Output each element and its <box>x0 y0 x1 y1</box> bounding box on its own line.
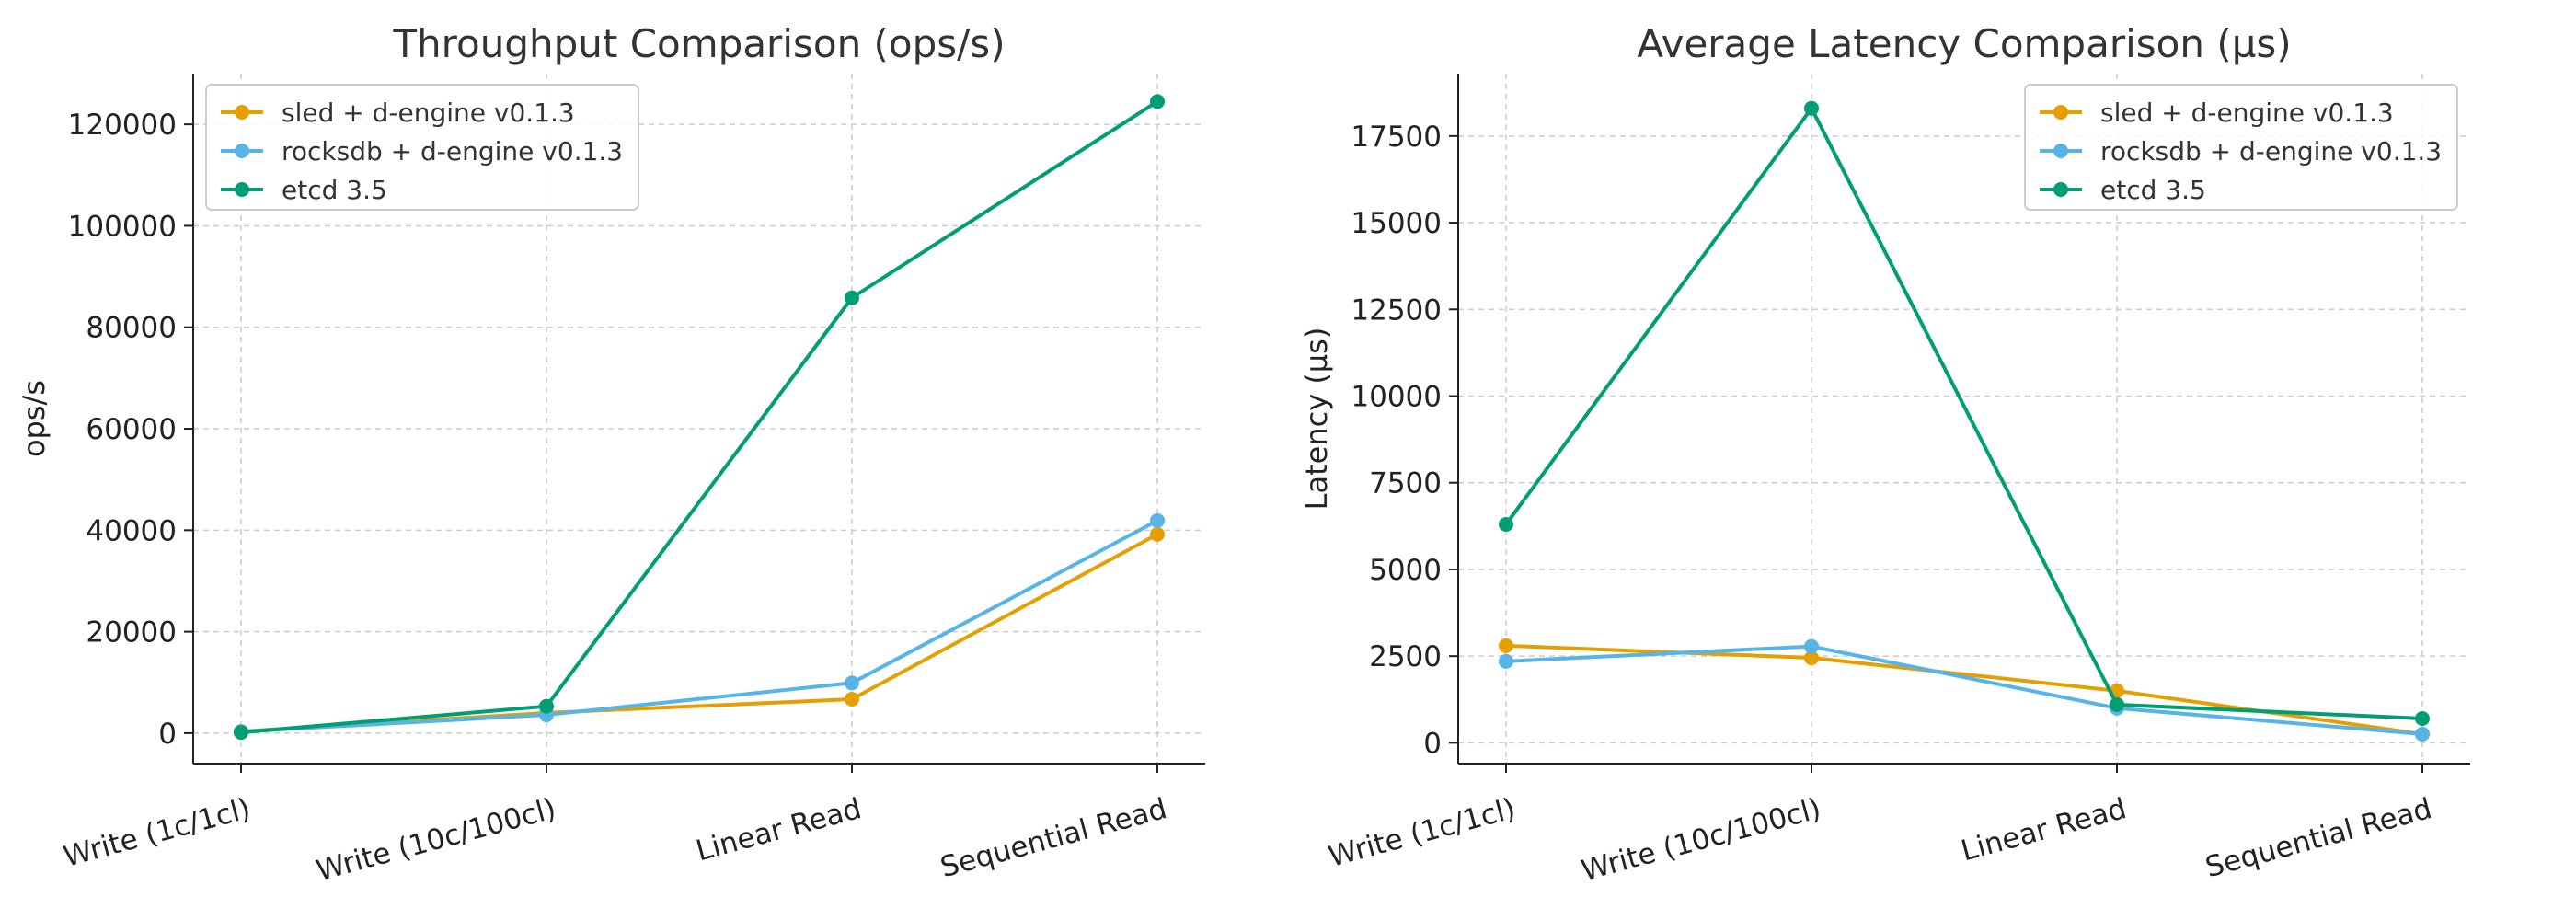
x-tick-label: Write (10c/100cl) <box>1578 792 1824 888</box>
series-line-3 <box>240 99 1159 735</box>
legend-swatch-marker <box>2053 105 2068 120</box>
legend-swatch-marker <box>2053 182 2068 197</box>
y-tick-label: 120000 <box>68 109 177 142</box>
series-line-3 <box>1504 106 2423 721</box>
x-tick-label: Write (1c/1cl) <box>60 792 254 874</box>
x-tick-label: Sequential Read <box>937 792 1170 884</box>
data-point <box>1499 516 1513 532</box>
series-line-2 <box>1505 644 2423 736</box>
y-tick-label: 2500 <box>1369 640 1442 673</box>
x-tick-label: Write (10c/100cl) <box>313 792 559 888</box>
legend-swatch-marker <box>235 182 249 197</box>
legend-box <box>205 84 639 211</box>
data-point <box>2415 711 2430 727</box>
data-point <box>1804 100 1819 116</box>
data-point <box>1499 638 1513 653</box>
data-point <box>1150 512 1165 528</box>
data-point <box>845 675 859 691</box>
data-point <box>234 725 248 741</box>
y-tick-label: 80000 <box>86 312 177 345</box>
y-axis-label: ops/s <box>17 380 52 457</box>
y-tick-label: 5000 <box>1369 554 1442 587</box>
data-point <box>845 691 859 707</box>
legend-label: rocksdb + d-engine v0.1.3 <box>2100 136 2442 167</box>
y-tick-label: 40000 <box>86 514 177 547</box>
series-line-2 <box>240 519 1158 734</box>
data-point <box>1499 653 1513 669</box>
y-tick-label: 0 <box>1423 727 1442 760</box>
y-tick-label: 7500 <box>1369 467 1442 500</box>
legend-label: rocksdb + d-engine v0.1.3 <box>282 136 623 167</box>
data-point <box>2110 696 2124 712</box>
legend-label: etcd 3.5 <box>282 175 387 205</box>
legend: sled + d-engine v0.1.3 rocksdb + d-engine… <box>2024 84 2458 211</box>
series-line-1 <box>240 532 1158 733</box>
x-tick-label: Linear Read <box>1958 792 2130 868</box>
y-tick-label: 60000 <box>86 413 177 446</box>
legend-box <box>2024 84 2458 211</box>
data-point <box>539 698 554 714</box>
y-tick-label: 15000 <box>1351 207 1442 240</box>
legend-label: sled + d-engine v0.1.3 <box>2100 98 2394 128</box>
legend-swatch-marker <box>235 144 249 158</box>
data-point <box>2415 726 2430 742</box>
y-tick-label: 12500 <box>1351 293 1442 327</box>
x-tick-label: Write (1c/1cl) <box>1325 792 1519 874</box>
y-tick-label: 0 <box>158 718 177 751</box>
data-point <box>1804 638 1819 654</box>
legend-swatch-marker <box>2053 144 2068 158</box>
legend: sled + d-engine v0.1.3 rocksdb + d-engine… <box>205 84 639 211</box>
y-tick-label: 100000 <box>68 210 177 243</box>
x-tick-label: Linear Read <box>693 792 865 868</box>
chart-title: Throughput Comparison (ops/s) <box>392 21 1005 66</box>
legend-label: sled + d-engine v0.1.3 <box>282 98 575 128</box>
chart-panel-1: Throughput Comparison (ops/s) ops/s 0 20000… <box>17 21 1205 888</box>
y-tick-label: 17500 <box>1351 121 1442 154</box>
y-axis-label: Latency (µs) <box>1299 328 1334 511</box>
legend-swatch-marker <box>235 105 249 120</box>
data-point <box>1150 94 1165 109</box>
y-tick-label: 10000 <box>1351 381 1442 414</box>
data-point <box>1150 526 1165 542</box>
chart-panel-2: Average Latency Comparison (µs) Latency (… <box>1299 21 2470 888</box>
chart-title: Average Latency Comparison (µs) <box>1637 21 2291 66</box>
legend-label: etcd 3.5 <box>2100 175 2206 205</box>
data-point <box>845 290 859 305</box>
y-tick-label: 20000 <box>86 616 177 650</box>
x-tick-label: Sequential Read <box>2202 792 2435 884</box>
data-point <box>1804 650 1819 666</box>
